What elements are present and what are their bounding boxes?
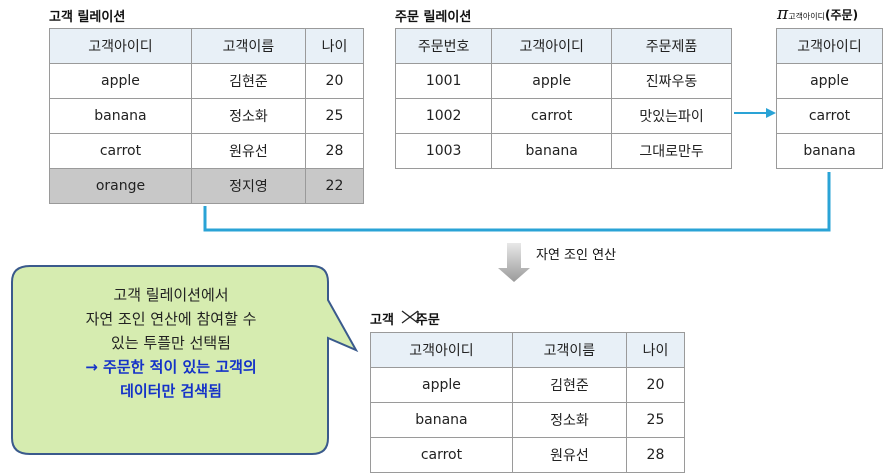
column-header: 나이 (304, 28, 365, 64)
pi-symbol: π (777, 4, 789, 24)
table-row: carrot 원유선 28 (370, 437, 686, 473)
callout-emphasis-line: 데이터만 검색됨 (120, 382, 222, 400)
table-row: banana (776, 133, 883, 169)
table-cell: apple (49, 63, 192, 99)
table-cell: banana (491, 133, 613, 169)
column-header: 고객아이디 (49, 28, 192, 64)
join-down-arrow-icon (498, 243, 530, 282)
table-header-row: 고객아이디 (776, 28, 883, 64)
projection-arrowhead (766, 108, 776, 118)
natural-join-label: 자연 조인 연산 (536, 248, 617, 263)
column-header: 고객아이디 (491, 28, 613, 64)
table-cell: 정소화 (190, 98, 306, 134)
table-row: apple 김현준 20 (49, 63, 365, 99)
semijoin-symbol-icon (401, 310, 419, 324)
table-row: banana 정소화 25 (370, 402, 686, 438)
table-cell: 20 (304, 63, 365, 99)
table-cell: apple (491, 63, 613, 99)
table-row: banana 정소화 25 (49, 98, 365, 134)
order-relation-caption: 주문 릴레이션 (395, 10, 472, 25)
table-cell: banana (49, 98, 192, 134)
table-header-row: 주문번호 고객아이디 주문제품 (394, 28, 732, 64)
table-cell: carrot (49, 133, 192, 169)
callout-emphasis-line: → 주문한 적이 있는 고객의 (85, 358, 257, 376)
table-cell: carrot (370, 437, 513, 473)
table-cell: carrot (776, 98, 883, 134)
table-cell: 김현준 (511, 367, 627, 403)
callout-line: 있는 투플만 선택됨 (111, 334, 231, 352)
table-cell: 25 (625, 402, 686, 438)
column-header: 고객아이디 (370, 332, 513, 368)
table-row: carrot 원유선 28 (49, 133, 365, 169)
table-row: apple (776, 63, 883, 99)
callout-line: 고객 릴레이션에서 (113, 286, 229, 304)
table-cell: 원유선 (511, 437, 627, 473)
table-header-row: 고객아이디 고객이름 나이 (49, 28, 365, 64)
table-row: carrot (776, 98, 883, 134)
join-result-table: 고객아이디 고객이름 나이 apple 김현준 20 banana 정소화 25… (370, 332, 686, 473)
excluded-table-row: orange 정지영 22 (49, 168, 365, 204)
column-header: 주문번호 (394, 28, 493, 64)
table-cell: orange (49, 168, 192, 204)
table-cell: 그대로만두 (611, 133, 732, 169)
table-cell: 원유선 (190, 133, 306, 169)
table-cell: banana (370, 402, 513, 438)
table-cell: 진짜우동 (611, 63, 732, 99)
column-header: 주문제품 (611, 28, 732, 64)
join-left-operand: 고객 (370, 313, 394, 328)
table-cell: 1002 (394, 98, 493, 134)
table-cell: 정소화 (511, 402, 627, 438)
table-cell: banana (776, 133, 883, 169)
table-cell: 28 (304, 133, 365, 169)
table-cell: 김현준 (190, 63, 306, 99)
table-cell: 1001 (394, 63, 493, 99)
join-result-caption: 고객 주문 (370, 309, 440, 328)
table-row: 1002 carrot 맛있는파이 (394, 98, 732, 134)
table-row: 1003 banana 그대로만두 (394, 133, 732, 169)
table-cell: 1003 (394, 133, 493, 169)
customer-relation-caption: 고객 릴레이션 (49, 10, 126, 25)
order-relation-table: 주문번호 고객아이디 주문제품 1001 apple 진짜우동 1002 car… (394, 28, 732, 169)
column-header: 나이 (625, 332, 686, 368)
projection-operand: (주문) (825, 8, 859, 22)
table-cell: 28 (625, 437, 686, 473)
table-row: apple 김현준 20 (370, 367, 686, 403)
table-cell: apple (370, 367, 513, 403)
column-header: 고객이름 (511, 332, 627, 368)
projection-result-table: 고객아이디 apple carrot banana (776, 28, 883, 169)
table-row: 1001 apple 진짜우동 (394, 63, 732, 99)
table-header-row: 고객아이디 고객이름 나이 (370, 332, 686, 368)
column-header: 고객아이디 (776, 28, 883, 64)
join-right-operand: 주문 (415, 313, 440, 328)
callout-text: 고객 릴레이션에서 자연 조인 연산에 참여할 수 있는 투플만 선택됨 → 주… (12, 283, 330, 403)
table-cell: 20 (625, 367, 686, 403)
callout-line: 자연 조인 연산에 참여할 수 (85, 310, 257, 328)
table-cell: apple (776, 63, 883, 99)
table-cell: 맛있는파이 (611, 98, 732, 134)
projection-subscript: 고객아이디 (788, 12, 825, 21)
callout-bubble-shape (11, 265, 359, 455)
connector-line (203, 172, 831, 232)
projection-caption: π고객아이디(주문) (777, 4, 858, 24)
table-cell: 정지영 (190, 168, 306, 204)
table-cell: 25 (304, 98, 365, 134)
table-cell: carrot (491, 98, 613, 134)
table-cell: 22 (304, 168, 365, 204)
column-header: 고객이름 (190, 28, 306, 64)
customer-relation-table: 고객아이디 고객이름 나이 apple 김현준 20 banana 정소화 25… (49, 28, 365, 204)
